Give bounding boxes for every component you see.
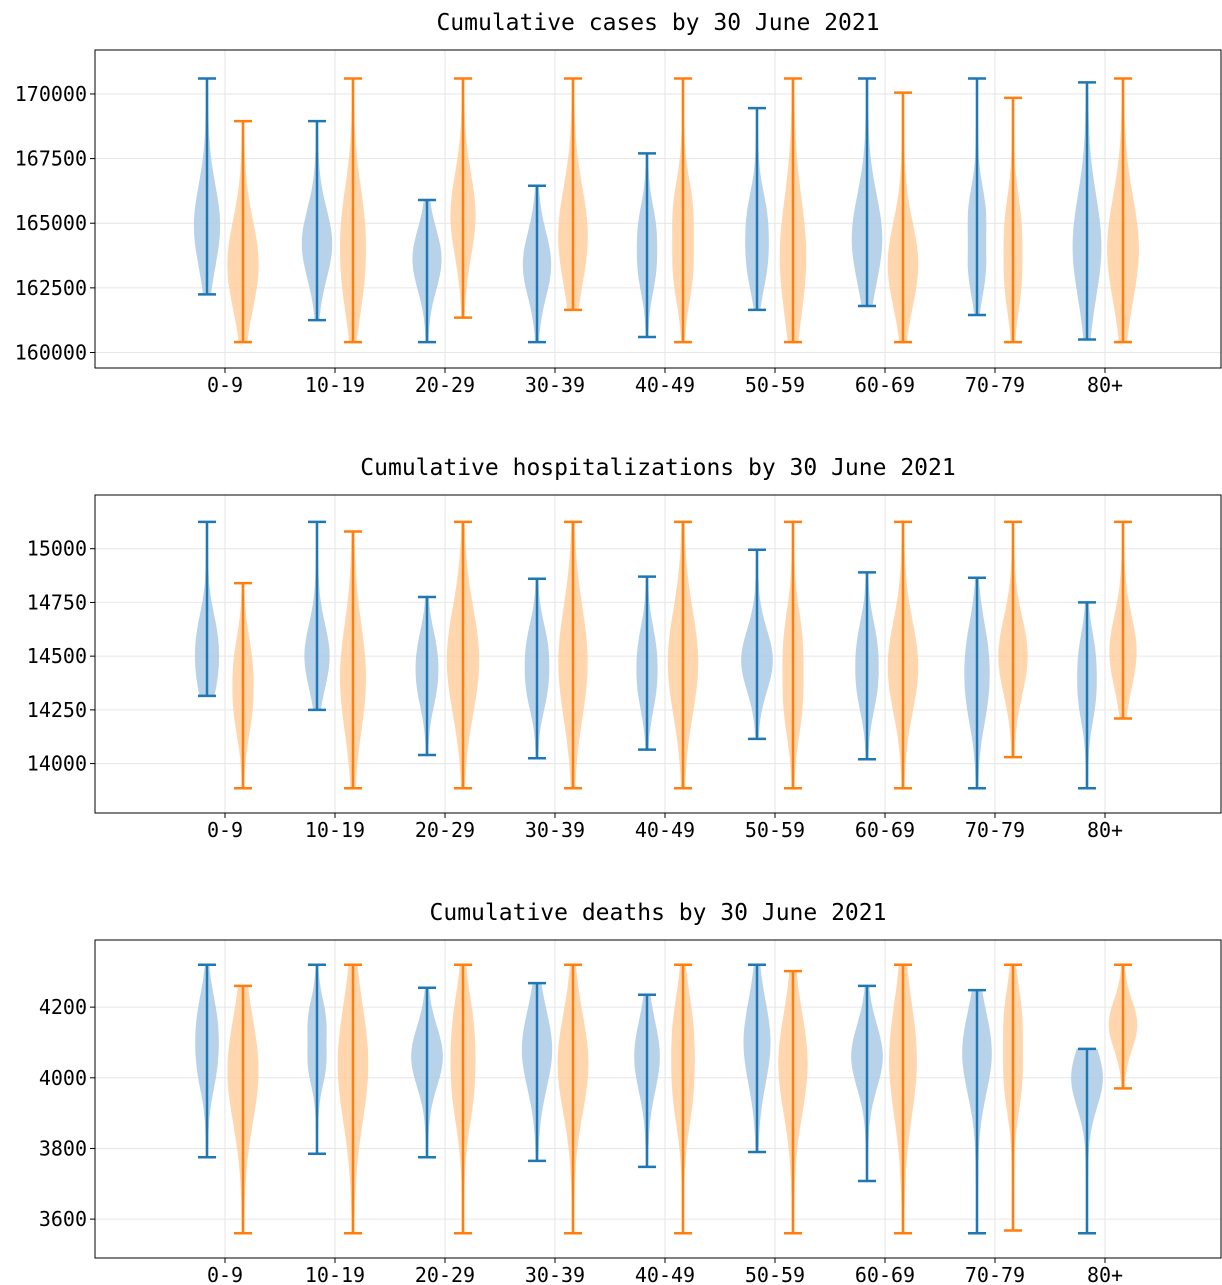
x-tick-label: 20-29: [415, 1263, 475, 1285]
chart-title: Cumulative hospitalizations by 30 June 2…: [360, 455, 955, 481]
x-tick-label: 70-79: [965, 373, 1025, 397]
y-tick-label: 3600: [39, 1207, 87, 1231]
y-tick-label: 165000: [15, 211, 87, 235]
y-tick-label: 14750: [27, 590, 87, 614]
y-tick-label: 14500: [27, 644, 87, 668]
x-tick-label: 70-79: [965, 818, 1025, 842]
x-tick-label: 70-79: [965, 1263, 1025, 1285]
chart-title: Cumulative deaths by 30 June 2021: [430, 900, 887, 926]
subplot-1: Cumulative cases by 30 June 2021 160000 16…: [15, 10, 1222, 397]
subplot-2: Cumulative hospitalizations by 30 June 2…: [27, 455, 1222, 842]
y-tick-label: 4200: [39, 995, 87, 1019]
x-tick-label: 40-49: [635, 373, 695, 397]
x-tick-label: 60-69: [855, 373, 915, 397]
chart-title: Cumulative cases by 30 June 2021: [436, 10, 879, 36]
x-tick-label: 60-69: [855, 1263, 915, 1285]
x-tick-label: 30-39: [525, 373, 585, 397]
x-tick-label: 80+: [1087, 373, 1123, 397]
axes-frame: [94, 939, 1222, 1259]
x-tick-label: 80+: [1087, 1263, 1123, 1285]
x-tick-label: 50-59: [745, 1263, 805, 1285]
x-tick-label: 80+: [1087, 818, 1123, 842]
y-tick-label: 3800: [39, 1136, 87, 1160]
x-tick-label: 10-19: [305, 1263, 365, 1285]
axes-frame: [94, 49, 1222, 369]
x-tick-label: 30-39: [525, 1263, 585, 1285]
x-tick-label: 20-29: [415, 818, 475, 842]
y-tick-label: 162500: [15, 276, 87, 300]
y-tick-label: 14250: [27, 698, 87, 722]
y-tick-label: 160000: [15, 340, 87, 364]
y-tick-label: 167500: [15, 147, 87, 171]
x-tick-label: 0-9: [207, 818, 243, 842]
y-tick-label: 14000: [27, 752, 87, 776]
x-tick-label: 40-49: [635, 1263, 695, 1285]
x-tick-label: 60-69: [855, 818, 915, 842]
x-tick-label: 0-9: [207, 1263, 243, 1285]
y-tick-label: 170000: [15, 82, 87, 106]
x-tick-label: 20-29: [415, 373, 475, 397]
y-tick-label: 4000: [39, 1066, 87, 1090]
x-tick-label: 50-59: [745, 818, 805, 842]
x-tick-label: 10-19: [305, 818, 365, 842]
axes-frame: [94, 494, 1222, 814]
x-tick-label: 30-39: [525, 818, 585, 842]
y-tick-label: 15000: [27, 537, 87, 561]
x-tick-label: 40-49: [635, 818, 695, 842]
subplot-3: Cumulative deaths by 30 June 2021 3600 380…: [39, 900, 1222, 1285]
x-tick-label: 10-19: [305, 373, 365, 397]
x-tick-label: 0-9: [207, 373, 243, 397]
x-tick-label: 50-59: [745, 373, 805, 397]
